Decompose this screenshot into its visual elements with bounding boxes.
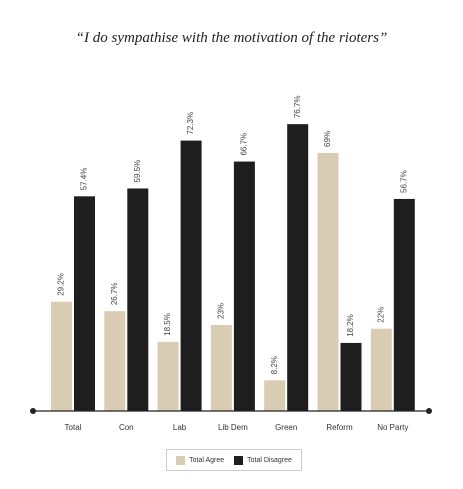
data-label: 59.5% xyxy=(133,160,142,183)
data-label: 26.7% xyxy=(110,282,119,305)
x-tick-label: Lib Dem xyxy=(218,423,248,432)
data-label: 23% xyxy=(217,303,226,319)
data-label: 56.7% xyxy=(399,170,408,193)
x-tick-label: Green xyxy=(275,423,297,432)
legend-label-agree: Total Agree xyxy=(189,456,225,464)
data-label: 57.4% xyxy=(80,168,89,191)
legend-label-disagree: Total Disagree xyxy=(247,456,292,464)
data-label: 72.3% xyxy=(186,112,195,135)
legend-swatch-disagree xyxy=(234,455,244,465)
data-label: 69% xyxy=(323,131,332,147)
bar-lab-disagree xyxy=(180,140,202,411)
data-label: 18.2% xyxy=(346,314,355,337)
bar-no-party-agree xyxy=(370,328,392,411)
bar-reform-disagree xyxy=(340,342,362,411)
bar-con-disagree xyxy=(127,188,149,411)
bar-con-agree xyxy=(104,311,126,411)
legend-swatch-agree xyxy=(176,455,186,465)
x-axis-end-dot xyxy=(426,408,432,414)
data-label: 29.2% xyxy=(57,273,66,296)
x-axis-start-dot xyxy=(30,408,36,414)
x-tick-label: Lab xyxy=(173,423,187,432)
legend: Total Agree Total Disagree xyxy=(166,449,302,471)
data-label: 66.7% xyxy=(240,133,249,156)
bar-green-disagree xyxy=(287,124,309,411)
data-label: 8.2% xyxy=(270,356,279,374)
bar-total-agree xyxy=(51,301,72,411)
bar-lib-dem-disagree xyxy=(233,161,255,411)
x-tick-label: Total xyxy=(65,423,82,432)
data-label: 18.5% xyxy=(163,313,172,336)
data-label: 22% xyxy=(376,307,385,323)
bar-green-agree xyxy=(264,380,286,411)
bar-lab-agree xyxy=(157,341,179,411)
x-tick-label: No Party xyxy=(377,423,408,432)
x-tick-label: Con xyxy=(119,423,134,432)
bar-lib-dem-agree xyxy=(210,324,232,411)
chart-title: “I do sympathise with the motivation of … xyxy=(75,30,388,46)
legend-item-disagree: Total Disagree xyxy=(234,455,292,465)
x-tick-label: Reform xyxy=(326,423,353,432)
data-label: 76.7% xyxy=(293,95,302,118)
bar-reform-agree xyxy=(317,152,339,411)
bar-total-disagree xyxy=(74,196,95,411)
bar-no-party-disagree xyxy=(393,198,415,411)
legend-item-agree: Total Agree xyxy=(176,455,225,465)
